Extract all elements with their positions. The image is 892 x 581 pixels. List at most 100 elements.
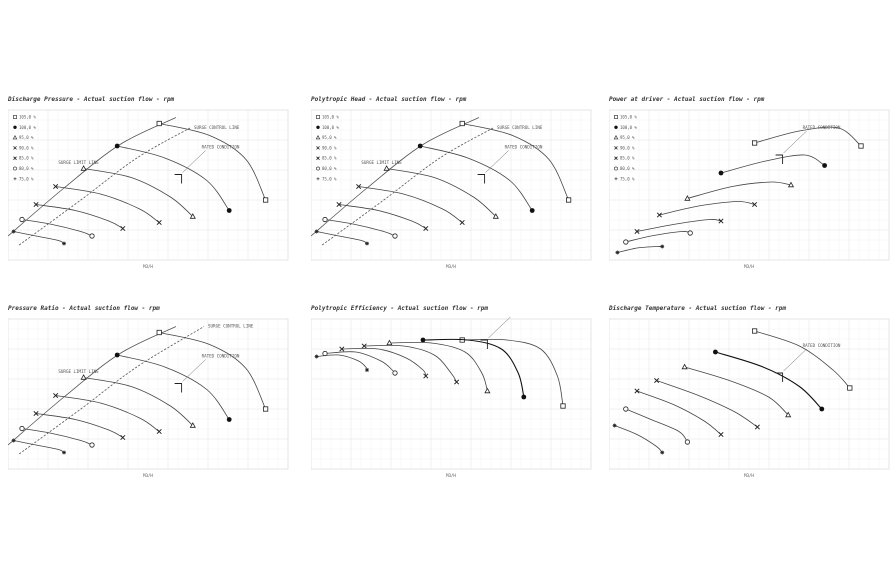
rated-condition-label: RATED CONDITION (202, 145, 240, 150)
legend-x-icon (614, 146, 618, 150)
x-marker (454, 379, 460, 385)
chart-title: Discharge Pressure - Actual suction flow… (8, 96, 175, 103)
chart-title: Polytropic Efficiency - Actual suction f… (311, 305, 489, 312)
legend-x-icon (614, 156, 618, 160)
series-line (83, 168, 194, 217)
rated-condition-label: RATED CONDITION (803, 125, 841, 130)
triangle-marker (787, 181, 795, 188)
square-marker (459, 120, 465, 127)
x-marker (156, 219, 162, 226)
rated-leader-line (783, 130, 807, 154)
series-line (21, 428, 93, 446)
series-line (754, 330, 851, 389)
rated-leader-line (783, 348, 807, 372)
rated-condition-label: RATED CONDITION (202, 354, 240, 359)
rated-condition-label: RATED CONDITION (505, 145, 543, 150)
x-marker (53, 183, 59, 190)
circle-marker (623, 406, 629, 412)
legend-item: 105,0 % (322, 115, 339, 120)
rated-condition-label: RATED CONDITION (803, 343, 841, 348)
series-line (720, 154, 825, 174)
legend-triangle-icon (613, 135, 619, 140)
circle-marker (392, 233, 398, 239)
x-marker (33, 410, 39, 417)
square-marker (847, 385, 853, 391)
triangle-marker (484, 387, 491, 394)
series-line (21, 219, 93, 237)
x-marker (718, 431, 724, 438)
circle-marker (19, 216, 25, 223)
circle-marker (19, 425, 25, 432)
x-axis-label: M3/H (744, 264, 754, 269)
triangle-marker (189, 213, 196, 219)
series-line (386, 168, 497, 217)
legend-triangle-icon (12, 135, 18, 140)
series-line (656, 380, 758, 428)
legend-star-icon (13, 177, 17, 181)
circle-marker (322, 216, 328, 223)
chart-svg: RATED CONDITION SURGE CONTROL LINE SURGE L… (311, 109, 592, 269)
legend-circle-icon (316, 166, 320, 171)
chart-title: Pressure Ratio - Actual suction flow - r… (8, 305, 160, 312)
series-line (159, 332, 266, 410)
x-marker (33, 201, 39, 208)
surge-limit-line (8, 117, 177, 237)
x-marker (634, 228, 640, 235)
star-marker (615, 250, 620, 255)
legend-square-icon (13, 115, 17, 119)
dot-marker (819, 406, 825, 412)
legend-item: 105,0 % (19, 115, 36, 120)
dot-marker (114, 143, 120, 149)
chart-svg: RATED CONDITION SURGE CONTROL LINE SURGE L… (8, 318, 289, 478)
x-marker (120, 225, 126, 232)
x-marker (120, 434, 126, 441)
triangle-marker (785, 411, 792, 418)
legend-item: 75,0 % (322, 176, 337, 181)
chart-power-at-driver: Power at driver - Actual suction flow - … (609, 96, 892, 286)
star-marker (365, 368, 369, 372)
x-axis-label: M3/H (446, 473, 456, 478)
dot-marker (718, 170, 724, 176)
series-line (159, 123, 266, 201)
legend-star-icon (614, 177, 618, 181)
legend-item: 95,0 % (19, 135, 34, 140)
star-marker (62, 241, 66, 246)
dot-marker (417, 143, 423, 149)
grid (311, 110, 591, 260)
x-axis-label: M3/H (446, 264, 456, 269)
square-marker (262, 406, 269, 412)
chart-svg: RATED CONDITION 105,0 % 100,0 % 95,0 % 90,0 … (609, 109, 890, 269)
dot-marker (420, 337, 426, 343)
legend-item: 100,0 % (620, 125, 637, 130)
rated-condition-marker (174, 383, 183, 393)
legend-x-icon (13, 146, 17, 150)
legend-item: 85,0 % (322, 156, 337, 161)
legend-item: 90,0 % (19, 145, 34, 150)
legend-item: 105,0 % (620, 115, 637, 120)
x-marker (53, 392, 59, 399)
star-marker (62, 450, 66, 455)
x-marker (156, 428, 162, 435)
chart-polytropic-head: Polytropic Head - Actual suction flow - … (311, 96, 596, 286)
rated-leader-line (485, 150, 509, 173)
surge-limit-label: SURGE LIMIT LINE (361, 160, 402, 165)
series-line (636, 390, 722, 435)
circle-marker (623, 239, 629, 245)
rated-leader-line (488, 317, 511, 339)
star-marker (11, 229, 16, 234)
x-marker (654, 377, 660, 384)
triangle-marker (681, 363, 688, 370)
x-axis-label: M3/H (143, 264, 153, 269)
x-marker (423, 373, 429, 379)
star-marker (314, 354, 319, 359)
square-marker (565, 197, 572, 203)
square-marker (262, 197, 269, 203)
rated-condition-marker (174, 174, 183, 184)
series-line (324, 219, 396, 237)
square-marker (858, 143, 864, 149)
series-line (462, 338, 564, 407)
triangle-marker (80, 165, 87, 171)
legend-x-icon (316, 156, 320, 160)
series-line (364, 344, 457, 383)
surge-control-line (18, 127, 191, 246)
